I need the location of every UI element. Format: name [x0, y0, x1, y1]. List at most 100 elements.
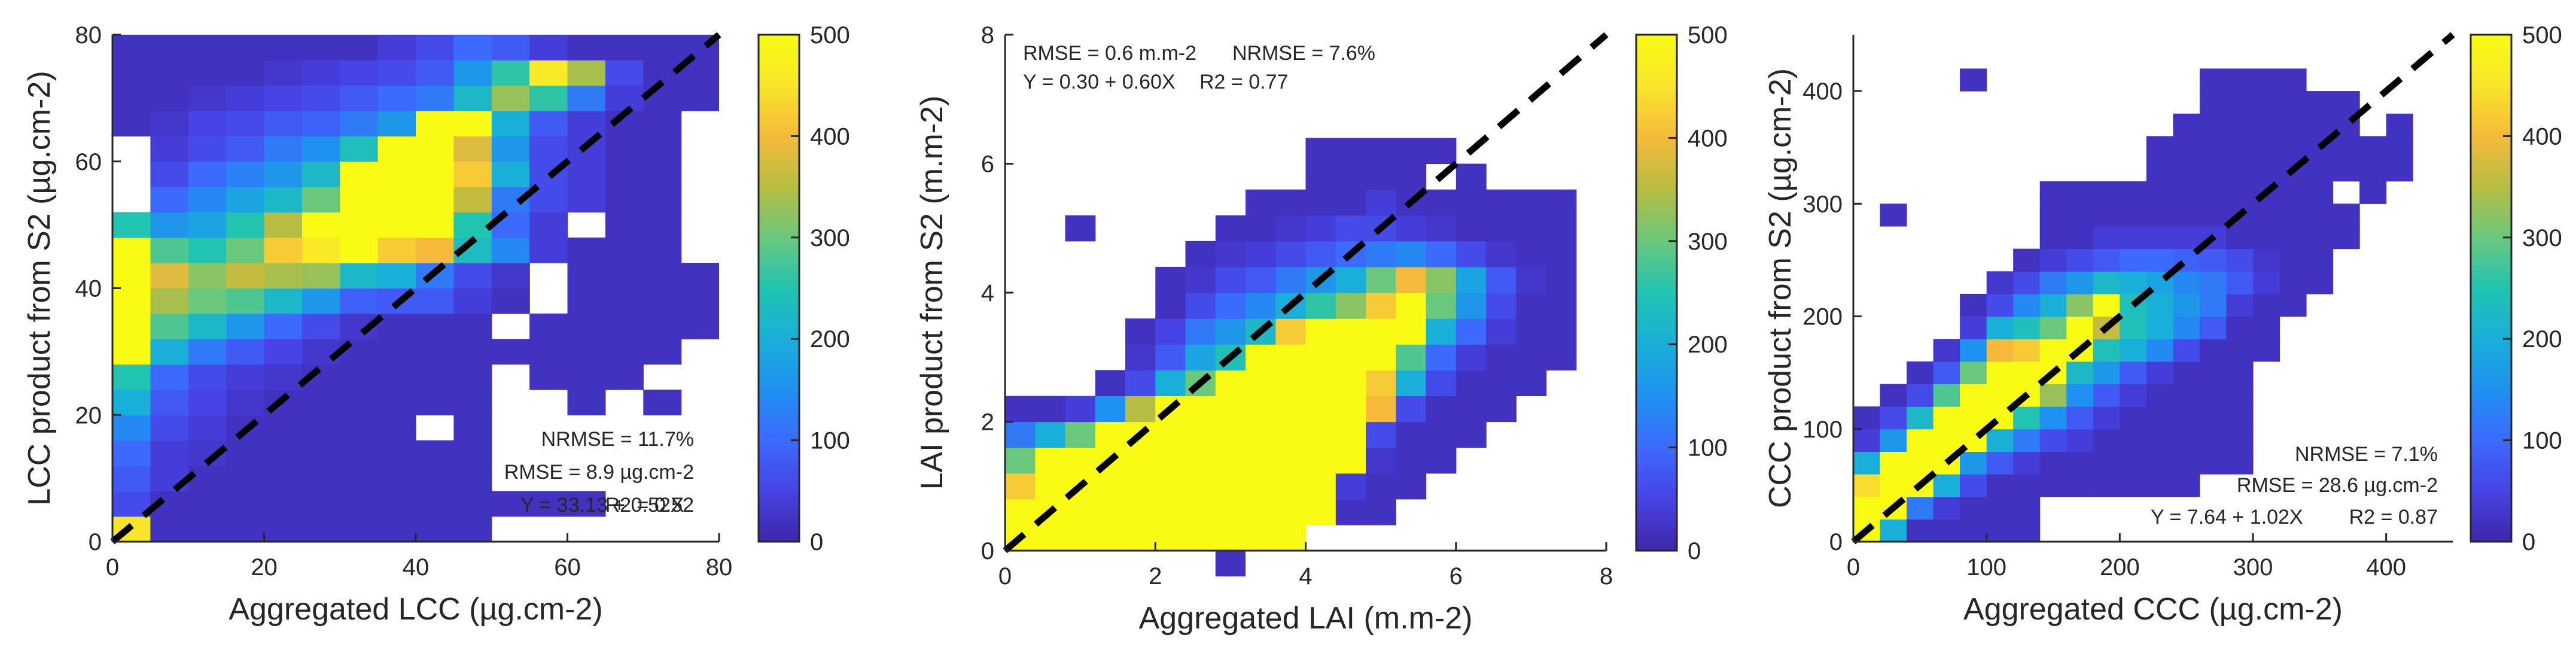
heatmap-cell — [453, 516, 492, 542]
heatmap-cell — [226, 466, 265, 491]
heatmap-cell — [1305, 241, 1336, 268]
heatmap-cell — [416, 136, 454, 162]
heatmap-cell — [188, 85, 227, 111]
heatmap-cell — [605, 364, 644, 390]
heatmap-cell — [2386, 113, 2413, 136]
heatmap-cell — [529, 313, 568, 339]
heatmap-cell — [264, 364, 303, 390]
heatmap-cell — [2146, 159, 2173, 182]
heatmap-cell — [340, 440, 379, 466]
heatmap-cell — [1095, 473, 1126, 500]
heatmap-cell — [453, 136, 492, 162]
heatmap-cell — [264, 212, 303, 238]
heatmap-cell — [188, 60, 227, 86]
heatmap-cell — [1986, 361, 2014, 384]
heatmap-cell — [1396, 421, 1427, 448]
heatmap-cell — [302, 237, 340, 263]
heatmap-cell — [188, 516, 227, 542]
heatmap-cell — [491, 136, 530, 162]
heatmap-cell — [264, 111, 303, 136]
heatmap-cell — [1880, 384, 1907, 407]
lai-regression-annotation: Y = 0.30 + 0.60X — [1023, 71, 1176, 93]
heatmap-cell — [340, 415, 379, 441]
heatmap-cell — [2199, 406, 2227, 430]
heatmap-cell — [529, 364, 568, 390]
heatmap-cell — [264, 415, 303, 441]
heatmap-cell — [1426, 396, 1457, 423]
heatmap-cell — [2066, 429, 2094, 452]
heatmap-cell — [2093, 248, 2120, 272]
heatmap-cell — [605, 212, 644, 238]
heatmap-cell — [2306, 271, 2334, 294]
heatmap-cell — [377, 440, 416, 466]
heatmap-cell — [1486, 344, 1517, 370]
heatmap-cell — [1486, 241, 1517, 268]
lcc-colorbar: 0 100 200 300 400 500 — [757, 22, 850, 555]
heatmap-cell — [2173, 384, 2200, 407]
heatmap-cell — [1215, 266, 1246, 293]
heatmap-cell — [1456, 215, 1487, 242]
heatmap-cell — [453, 111, 492, 136]
heatmap-cell — [302, 491, 340, 517]
lcc-heatmap-cells — [112, 10, 719, 542]
ccc-regression-annotation: Y = 7.64 + 1.02X — [2151, 506, 2303, 529]
heatmap-cell — [2173, 226, 2200, 250]
heatmap-cell — [226, 60, 265, 86]
heatmap-cell — [1486, 189, 1517, 216]
heatmap-cell — [2066, 204, 2094, 227]
heatmap-cell — [1396, 344, 1427, 370]
heatmap-cell — [2226, 226, 2254, 250]
heatmap-cell — [1396, 266, 1427, 293]
heatmap-cell — [643, 339, 682, 365]
heatmap-cell — [2173, 339, 2200, 362]
heatmap-cell — [1396, 447, 1427, 474]
heatmap-cell — [264, 288, 303, 314]
heatmap-cell — [1246, 473, 1276, 500]
heatmap-cell — [567, 60, 606, 86]
heatmap-cell — [188, 111, 227, 136]
heatmap-cell — [2146, 226, 2173, 250]
heatmap-cell — [1185, 266, 1216, 293]
heatmap-cell — [1396, 396, 1427, 423]
heatmap-cell — [226, 288, 265, 314]
heatmap-cell — [1065, 421, 1096, 448]
heatmap-cell — [188, 339, 227, 365]
heatmap-cell — [2013, 316, 2041, 339]
heatmap-cell — [416, 389, 454, 415]
heatmap-cell — [2279, 271, 2307, 294]
heatmap-cell — [2279, 91, 2307, 114]
heatmap-cell — [1880, 204, 1907, 227]
x-tick-label: 20 — [251, 554, 278, 581]
lcc-x-axis-label: Aggregated LCC (µg.cm-2) — [229, 592, 602, 627]
heatmap-cell — [1960, 451, 1987, 475]
heatmap-cell — [2093, 474, 2120, 497]
heatmap-cell — [567, 187, 606, 212]
heatmap-cell — [2066, 293, 2094, 317]
heatmap-cell — [2120, 226, 2147, 250]
heatmap-cell — [1005, 447, 1036, 474]
heatmap-cell — [1005, 396, 1036, 423]
heatmap-cell — [302, 60, 340, 86]
heatmap-cell — [112, 111, 151, 136]
x-tick-label: 6 — [1450, 563, 1463, 590]
heatmap-cell — [643, 10, 681, 35]
heatmap-cell — [2226, 248, 2254, 272]
heatmap-cell — [453, 466, 492, 491]
heatmap-cell — [2066, 271, 2094, 294]
colorbar-tick-label: 200 — [2522, 326, 2562, 353]
heatmap-cell — [2226, 136, 2254, 159]
heatmap-cell — [2279, 293, 2307, 317]
heatmap-cell — [491, 35, 530, 60]
heatmap-cell — [112, 237, 151, 263]
heatmap-cell — [1396, 318, 1427, 345]
heatmap-cell — [1185, 293, 1216, 319]
heatmap-cell — [264, 187, 303, 212]
heatmap-cell — [1986, 496, 2014, 520]
heatmap-cell — [1960, 474, 1987, 497]
heatmap-cell — [1035, 524, 1066, 551]
heatmap-cell — [226, 440, 265, 466]
heatmap-cell — [1125, 344, 1156, 370]
heatmap-cell — [1960, 316, 1987, 339]
heatmap-cell — [1933, 339, 1960, 362]
